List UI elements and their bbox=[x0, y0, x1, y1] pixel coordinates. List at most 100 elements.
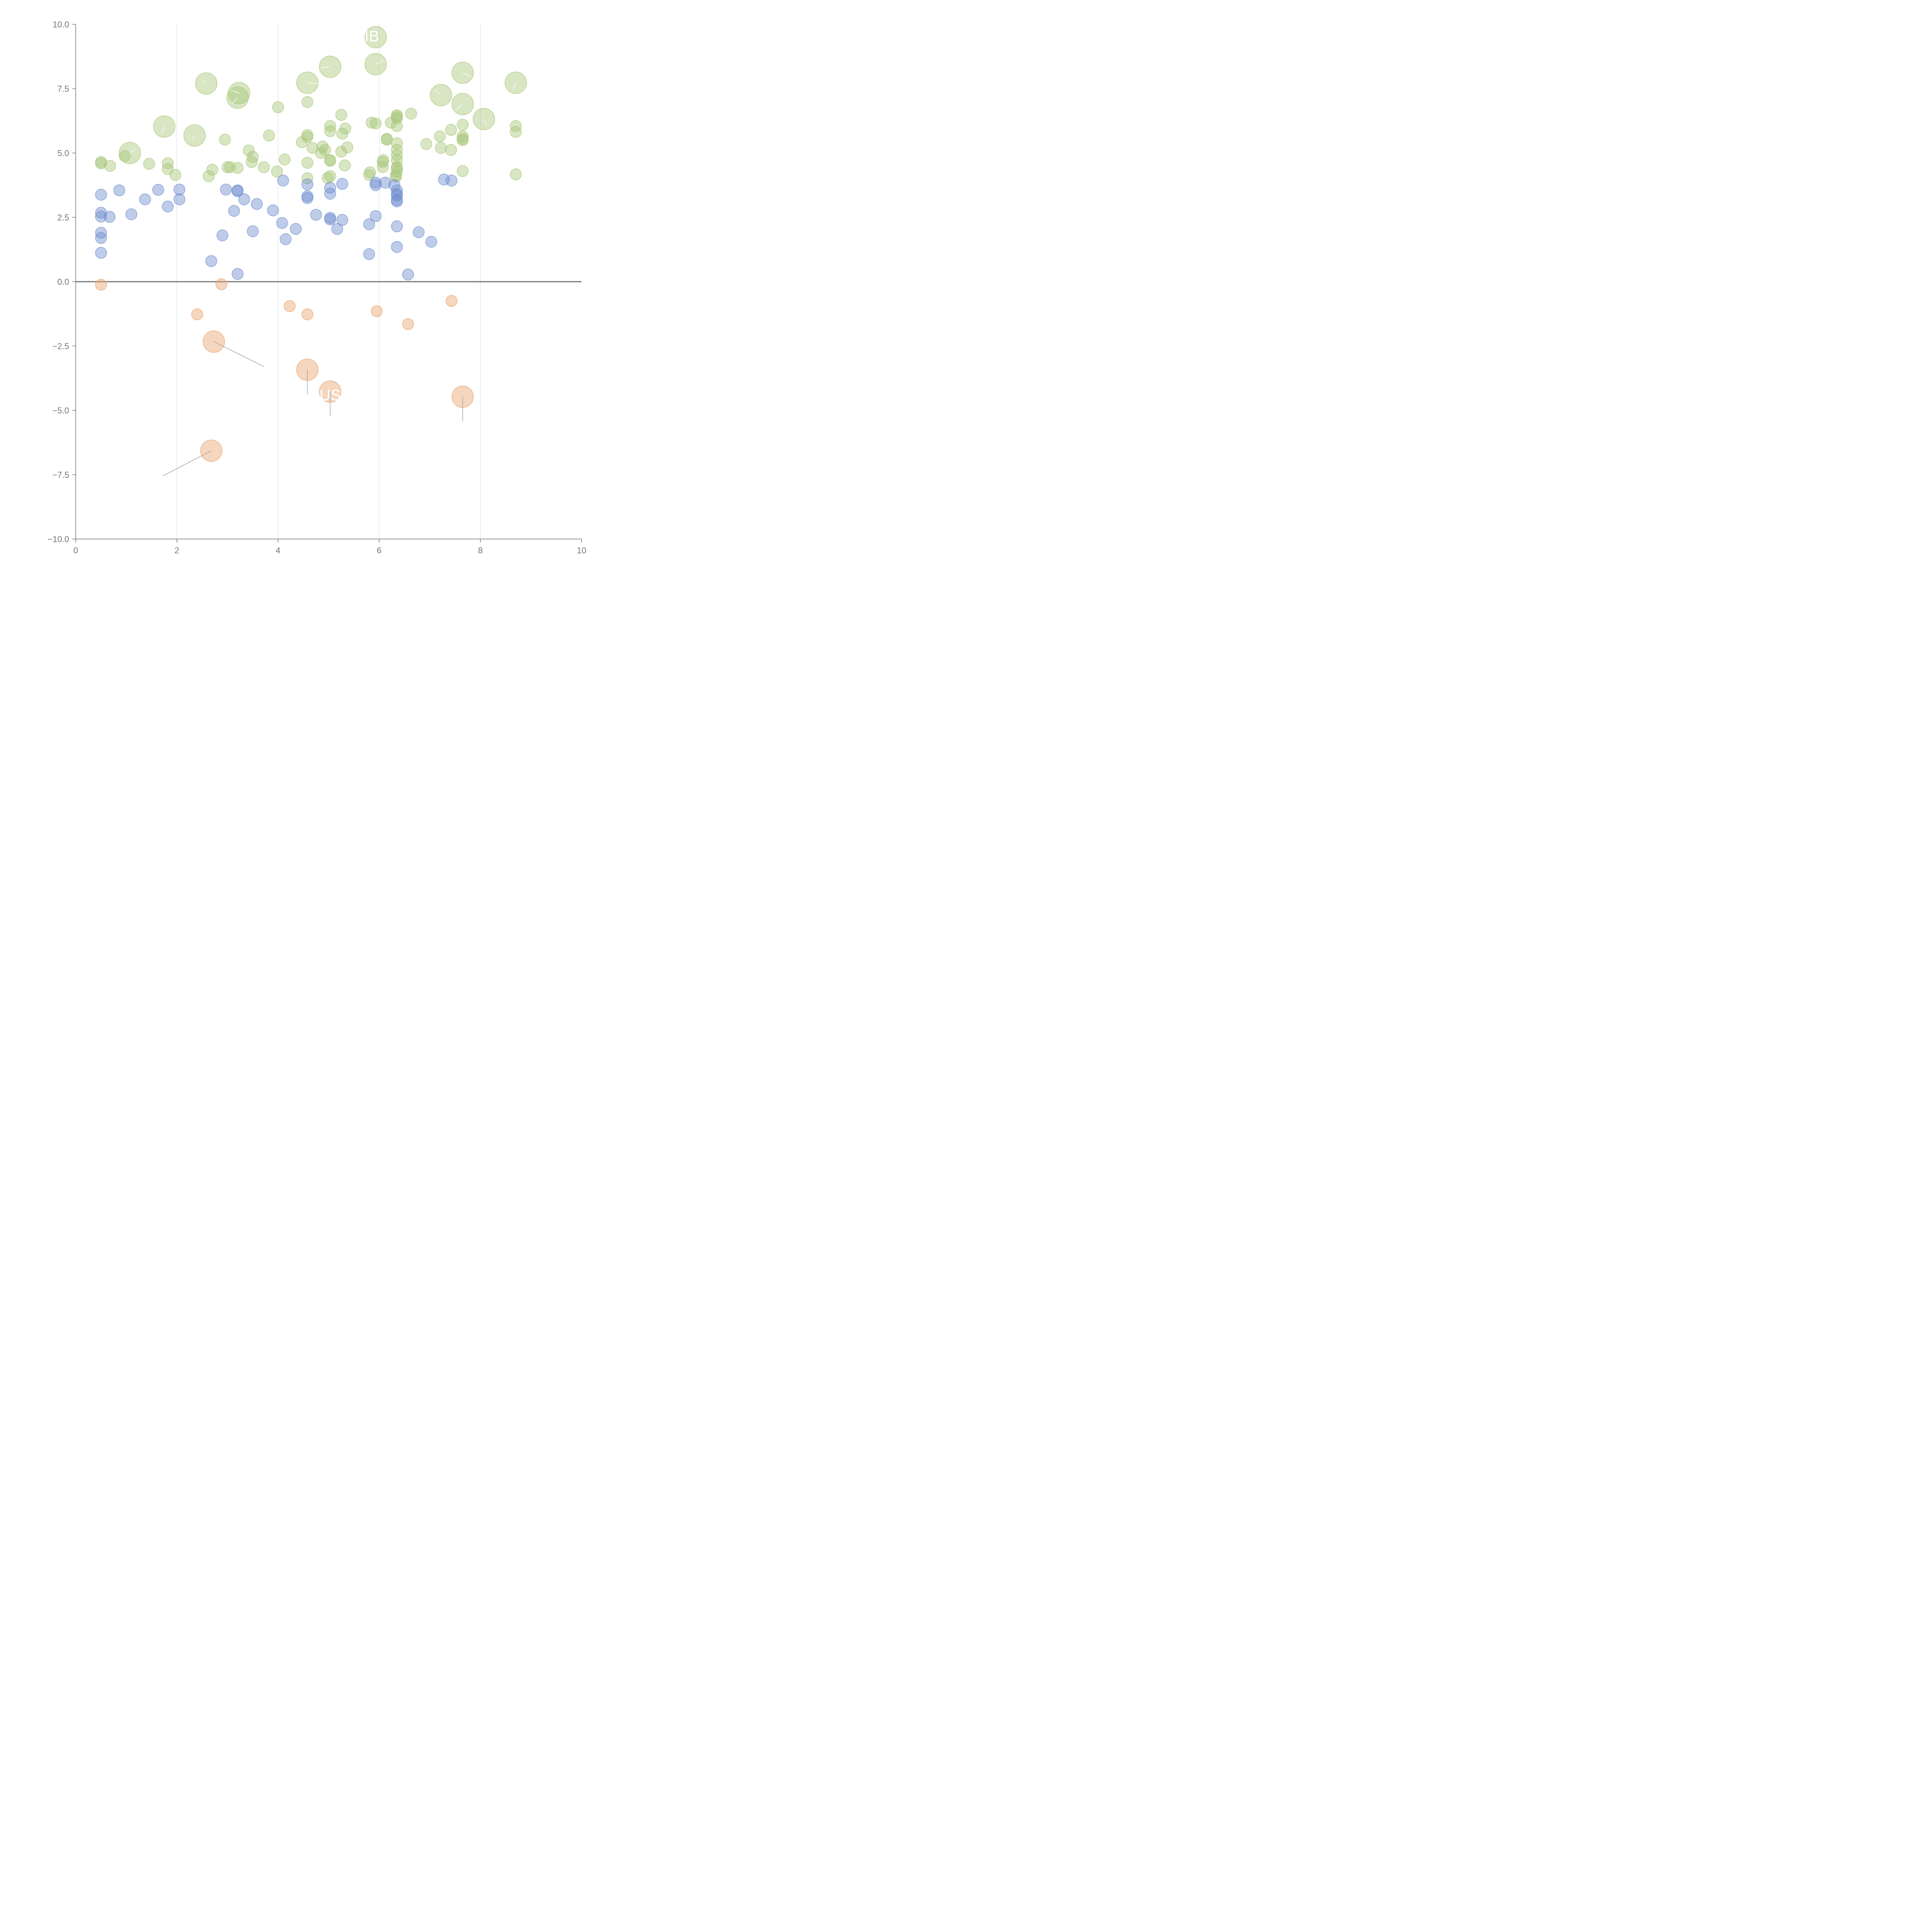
points-layer bbox=[95, 26, 527, 462]
point-label: IB bbox=[364, 28, 379, 45]
y-tick-label: 0.0 bbox=[57, 277, 69, 287]
low-point bbox=[220, 184, 232, 196]
y-tick-label: 2.5 bbox=[57, 213, 69, 223]
low-point bbox=[369, 210, 382, 222]
high-point bbox=[420, 138, 432, 150]
low-point bbox=[379, 177, 391, 189]
high-point bbox=[231, 162, 244, 174]
high-point bbox=[457, 119, 469, 131]
annotation-leader bbox=[192, 135, 195, 141]
low-point bbox=[336, 214, 349, 226]
x-tick-label: 6 bbox=[377, 546, 381, 555]
high-point bbox=[206, 164, 218, 176]
low-point bbox=[446, 175, 457, 187]
high-point bbox=[335, 146, 347, 158]
point-label: US bbox=[320, 387, 341, 404]
high-point bbox=[306, 142, 318, 154]
low-point bbox=[369, 177, 382, 189]
high-point bbox=[324, 125, 336, 137]
low-point bbox=[125, 208, 138, 220]
annotation-leader bbox=[162, 450, 212, 476]
high-point bbox=[219, 134, 231, 146]
high-point bbox=[243, 145, 255, 156]
high-point bbox=[228, 82, 250, 104]
low-point bbox=[402, 269, 414, 281]
high-point bbox=[272, 101, 284, 113]
annotation-leader bbox=[375, 60, 384, 65]
low-point bbox=[391, 195, 403, 207]
high-point bbox=[279, 153, 291, 165]
negative-point bbox=[215, 278, 228, 290]
y-tick-label: −10.0 bbox=[48, 534, 69, 544]
low-point bbox=[267, 204, 279, 216]
annotation-leader bbox=[161, 126, 165, 134]
axis-layer: −10.0 −7.5 −5.0 −2.5 0.0 2.5 5.0 7.5 10.0 0 2 4 6 8 10 bbox=[48, 20, 586, 555]
y-tick-label: 10.0 bbox=[53, 20, 69, 29]
high-point bbox=[435, 142, 447, 154]
high-point bbox=[364, 26, 387, 49]
low-point bbox=[301, 179, 313, 190]
high-point bbox=[445, 144, 457, 156]
label-layer: US IB bbox=[129, 28, 516, 476]
negative-point bbox=[402, 318, 414, 330]
low-point bbox=[95, 211, 107, 223]
high-point bbox=[162, 157, 174, 169]
low-point bbox=[324, 182, 336, 194]
low-point bbox=[231, 268, 244, 280]
low-point bbox=[391, 241, 403, 253]
low-point bbox=[290, 223, 302, 235]
low-point bbox=[173, 193, 185, 206]
low-point bbox=[425, 236, 437, 248]
annotation-leader bbox=[434, 90, 441, 95]
low-point bbox=[324, 187, 336, 200]
y-tick-label: 5.0 bbox=[57, 148, 69, 158]
low-point bbox=[95, 232, 107, 244]
low-point bbox=[438, 173, 450, 185]
high-point bbox=[221, 161, 233, 173]
low-point bbox=[413, 226, 425, 238]
low-point bbox=[331, 223, 344, 235]
high-point bbox=[271, 165, 283, 178]
high-point bbox=[247, 151, 259, 163]
negative-point bbox=[446, 295, 457, 307]
high-point bbox=[224, 161, 236, 173]
annotation-leader bbox=[129, 148, 137, 153]
negative-point bbox=[191, 308, 203, 320]
x-tick-label: 10 bbox=[577, 546, 586, 555]
annotation-leader bbox=[202, 79, 207, 84]
high-point bbox=[457, 165, 469, 177]
high-point bbox=[510, 168, 522, 180]
low-point bbox=[363, 248, 375, 260]
low-point bbox=[152, 184, 164, 196]
high-point bbox=[339, 122, 351, 134]
high-point bbox=[391, 144, 403, 156]
x-tick-label: 0 bbox=[73, 546, 78, 555]
high-point bbox=[258, 161, 270, 173]
low-point bbox=[301, 192, 313, 204]
negative-point bbox=[301, 308, 313, 320]
annotation-leader bbox=[483, 119, 487, 126]
high-point bbox=[377, 154, 389, 166]
high-point bbox=[95, 156, 107, 168]
annotation-leader bbox=[455, 104, 463, 111]
high-point bbox=[457, 133, 469, 145]
high-point bbox=[301, 157, 313, 169]
low-point bbox=[95, 189, 107, 201]
low-point bbox=[216, 229, 228, 242]
low-point bbox=[139, 193, 151, 206]
high-point bbox=[364, 166, 376, 179]
high-point bbox=[366, 117, 378, 129]
high-point bbox=[445, 124, 457, 136]
high-point bbox=[339, 159, 351, 172]
low-point bbox=[310, 209, 322, 221]
y-tick-label: 7.5 bbox=[57, 84, 69, 94]
y-tick-label: −2.5 bbox=[53, 342, 69, 351]
low-point bbox=[205, 255, 218, 267]
high-point bbox=[510, 120, 522, 132]
negative-point bbox=[371, 305, 383, 317]
high-point bbox=[405, 107, 417, 120]
high-point bbox=[381, 134, 393, 146]
low-point bbox=[276, 217, 288, 229]
high-point bbox=[335, 109, 347, 121]
low-point bbox=[324, 213, 336, 226]
